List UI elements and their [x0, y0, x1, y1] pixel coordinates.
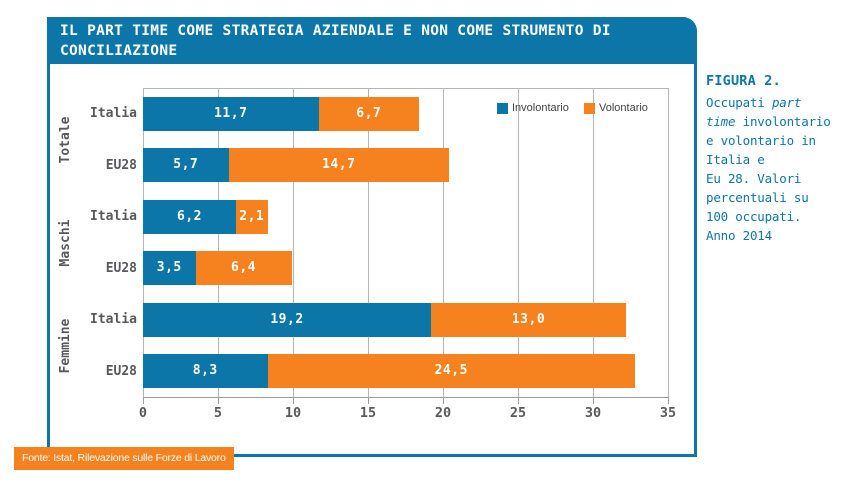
caption-text: percentuali su [706, 190, 809, 205]
caption-line: e volontario in [706, 131, 848, 150]
figure-caption-body: Occupati part time involontario e volontar… [706, 93, 848, 245]
chart-panel: IL PART TIME COME STRATEGIA AZIENDALE E … [47, 17, 697, 457]
source-label: Fonte: Istat, Rilevazione sulle Forze di… [14, 447, 234, 470]
caption-text: Anno 2014 [706, 228, 772, 243]
chart-title-bar: IL PART TIME COME STRATEGIA AZIENDALE E … [47, 17, 697, 64]
caption-line: Eu 28. Valori [706, 169, 848, 188]
caption-line: Anno 2014 [706, 226, 848, 245]
caption-line: time involontario [706, 112, 848, 131]
caption-text: Italia e [706, 152, 765, 167]
caption-text: e volontario in [706, 133, 816, 148]
caption-line: Italia e [706, 150, 848, 169]
caption-line: 100 occupati. [706, 207, 848, 226]
caption-text: 100 occupati. [706, 209, 802, 224]
chart-title: IL PART TIME COME STRATEGIA AZIENDALE E … [60, 23, 611, 59]
caption-text: Eu 28. Valori [706, 171, 802, 186]
caption-text-italic: time [706, 114, 736, 129]
caption-text: Occupati [706, 95, 772, 110]
caption-text-italic: part [771, 95, 802, 110]
figure-caption-heading: FIGURA 2. [706, 73, 781, 89]
caption-text: involontario [735, 114, 831, 129]
figure-caption: FIGURA 2. Occupati part time involontario… [706, 72, 848, 245]
caption-line: Occupati part [706, 93, 848, 112]
caption-line: percentuali su [706, 188, 848, 207]
